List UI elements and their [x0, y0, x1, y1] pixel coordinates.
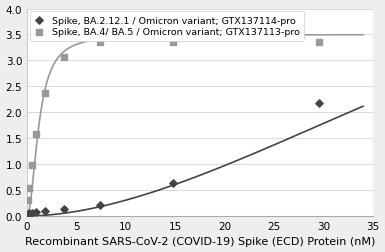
Spike, BA.2.12.1 / Omicron variant; GTX137114-pro: [60, 207, 67, 211]
Spike, BA.2.12.1 / Omicron variant; GTX137114-pro: [33, 210, 39, 214]
Spike, BA.4/ BA.5 / Omicron variant; GTX137113-pro: [60, 56, 67, 60]
Spike, BA.2.12.1 / Omicron variant; GTX137114-pro: [28, 211, 35, 215]
Spike, BA.2.12.1 / Omicron variant; GTX137114-pro: [42, 209, 49, 213]
Spike, BA.4/ BA.5 / Omicron variant; GTX137113-pro: [26, 186, 32, 190]
Spike, BA.2.12.1 / Omicron variant; GTX137114-pro: [170, 181, 176, 185]
Spike, BA.4/ BA.5 / Omicron variant; GTX137113-pro: [97, 41, 103, 45]
Spike, BA.4/ BA.5 / Omicron variant; GTX137113-pro: [170, 41, 176, 45]
Legend: Spike, BA.2.12.1 / Omicron variant; GTX137114-pro, Spike, BA.4/ BA.5 / Omicron v: Spike, BA.2.12.1 / Omicron variant; GTX1…: [30, 12, 304, 42]
Spike, BA.4/ BA.5 / Omicron variant; GTX137113-pro: [316, 41, 323, 45]
Spike, BA.2.12.1 / Omicron variant; GTX137114-pro: [97, 203, 103, 207]
Spike, BA.4/ BA.5 / Omicron variant; GTX137113-pro: [42, 92, 49, 96]
Spike, BA.4/ BA.5 / Omicron variant; GTX137113-pro: [28, 164, 35, 168]
Spike, BA.4/ BA.5 / Omicron variant; GTX137113-pro: [33, 133, 39, 137]
X-axis label: Recombinant SARS-CoV-2 (COVID-19) Spike (ECD) Protein (nM): Recombinant SARS-CoV-2 (COVID-19) Spike …: [25, 237, 375, 246]
Spike, BA.2.12.1 / Omicron variant; GTX137114-pro: [25, 212, 31, 216]
Spike, BA.2.12.1 / Omicron variant; GTX137114-pro: [316, 102, 323, 106]
Spike, BA.4/ BA.5 / Omicron variant; GTX137113-pro: [25, 199, 31, 203]
Spike, BA.2.12.1 / Omicron variant; GTX137114-pro: [26, 212, 32, 216]
